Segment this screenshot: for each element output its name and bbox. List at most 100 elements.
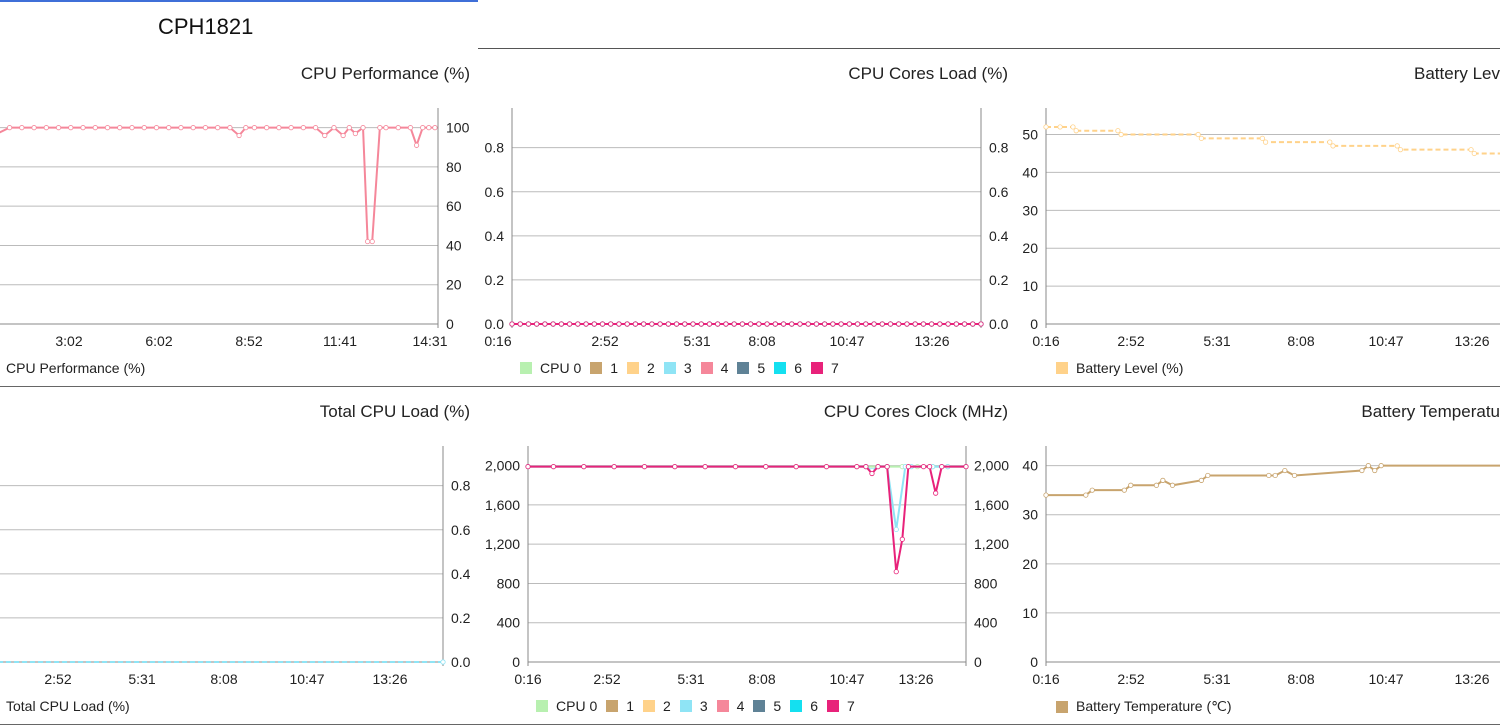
data-point <box>276 125 282 131</box>
data-point <box>575 321 581 327</box>
data-point <box>1121 487 1127 493</box>
data-point <box>927 464 933 470</box>
legend-item: Battery Level (%) <box>1056 360 1183 376</box>
data-point <box>1198 135 1204 141</box>
data-point <box>352 130 358 137</box>
cpu-cores-load-chart: 0.0 0.0 0.2 0.2 0.4 0.4 0.6 0.6 0.8 0.8 0:16 2:52 5:… <box>484 108 1009 349</box>
data-point <box>1259 135 1265 141</box>
data-point <box>937 321 943 327</box>
data-point <box>31 125 37 131</box>
data-point <box>153 125 160 131</box>
header-divider <box>1016 48 1500 49</box>
chart-title: CPU Cores Clock (MHz) <box>823 402 1008 421</box>
y-tick-label: 30 <box>1022 202 1038 218</box>
data-point <box>243 125 249 131</box>
battery-temperature-panel: Battery Temperatu 0 10 20 30 40 0:16 2:52 5:31 8… <box>1016 396 1500 724</box>
legend-swatch <box>716 700 729 712</box>
data-point <box>104 125 111 131</box>
data-point <box>166 125 172 131</box>
y-tick-label: 0.8 <box>485 140 505 156</box>
legend-item: 6 <box>790 698 818 714</box>
x-tick-label: 8:08 <box>210 671 237 687</box>
y-tick-label: 0 <box>512 654 520 670</box>
cpu-cores-clock-chart: 0 0 400 400 800 800 1,200 1,200 1,600 1,600 2,000 2… <box>485 446 1009 687</box>
chart-legend: Total CPU Load (%) <box>6 698 139 714</box>
device-title: CPH1821 <box>158 14 254 39</box>
data-point <box>797 321 803 327</box>
data-point <box>1083 492 1089 498</box>
data-point <box>129 125 135 131</box>
data-point <box>920 321 927 327</box>
cpu-performance-panel: CPU Performance (%) 0 20 40 60 80 100 3:02 6:02… <box>0 58 478 386</box>
y-tick-label: 40 <box>1022 458 1038 474</box>
data-point <box>893 526 899 533</box>
data-point <box>1378 463 1384 469</box>
legend-label: 4 <box>720 360 729 376</box>
chart-title: Total CPU Load (%) <box>319 402 470 421</box>
cpu-cores-load-panel: CPU Cores Load (%) 0.0 0.0 0.2 0.2 0.4 0.4 0.6… <box>478 58 1016 386</box>
data-point <box>616 321 622 327</box>
y-tick-label: 40 <box>1022 164 1038 180</box>
legend-swatch <box>811 362 824 374</box>
y-tick-label: 0 <box>446 316 454 332</box>
legend-swatch <box>1056 700 1068 713</box>
legend-swatch <box>827 700 840 712</box>
data-point <box>264 125 270 131</box>
data-point <box>939 464 945 470</box>
legend-item: Battery Temperature (℃) <box>1056 698 1232 715</box>
data-point <box>178 125 184 131</box>
y-tick-label: 10 <box>1022 278 1038 294</box>
data-point <box>236 132 242 139</box>
legend-label: 3 <box>683 360 692 376</box>
legend-swatch <box>627 362 640 374</box>
data-point <box>365 238 371 245</box>
data-point <box>805 321 811 327</box>
data-point <box>550 464 557 470</box>
data-point <box>838 321 844 327</box>
legend-item: CPU 0 <box>520 360 581 376</box>
x-tick-label: 2:52 <box>44 671 71 687</box>
x-tick-label: 10:47 <box>289 671 324 687</box>
y-tick-label: 800 <box>497 575 521 591</box>
x-tick-label: 2:52 <box>1117 671 1144 687</box>
legend-label: 5 <box>757 360 766 376</box>
data-point <box>763 464 769 470</box>
legend-item: 6 <box>774 360 802 376</box>
data-point <box>599 321 606 327</box>
y-tick-label: 0.6 <box>989 184 1009 200</box>
data-point <box>1195 131 1201 138</box>
x-tick-label: 13:26 <box>372 671 407 687</box>
y-tick-label: 0 <box>974 654 982 670</box>
data-point <box>413 142 420 148</box>
data-point <box>43 125 49 131</box>
data-point <box>1359 467 1365 474</box>
data-point <box>550 321 556 327</box>
x-tick-label: 13:26 <box>914 333 949 349</box>
data-point <box>748 321 754 327</box>
legend-swatch <box>663 362 676 374</box>
legend-item: Total CPU Load (%) <box>6 698 130 714</box>
y-tick-label: 0.8 <box>989 140 1009 156</box>
data-point <box>395 125 401 131</box>
y-tick-label: 50 <box>1022 127 1038 143</box>
data-point <box>346 125 352 131</box>
data-point <box>1128 482 1134 488</box>
data-point <box>904 321 910 327</box>
series-line <box>1046 125 1500 155</box>
data-point <box>933 490 939 496</box>
data-point <box>780 321 787 327</box>
x-tick-label: 5:31 <box>683 333 710 349</box>
data-point <box>251 125 257 131</box>
y-tick-label: 0.2 <box>451 610 471 626</box>
x-tick-label: 10:47 <box>829 333 864 349</box>
data-point <box>706 321 713 327</box>
y-tick-label: 80 <box>446 159 462 175</box>
legend-item: CPU Performance (%) <box>6 360 146 376</box>
y-tick-label: 60 <box>446 198 462 214</box>
data-point <box>1205 472 1211 479</box>
data-point <box>92 125 98 131</box>
data-point <box>525 321 532 327</box>
data-point <box>509 321 515 327</box>
data-point <box>978 321 984 327</box>
y-tick-label: 2,000 <box>974 458 1009 474</box>
